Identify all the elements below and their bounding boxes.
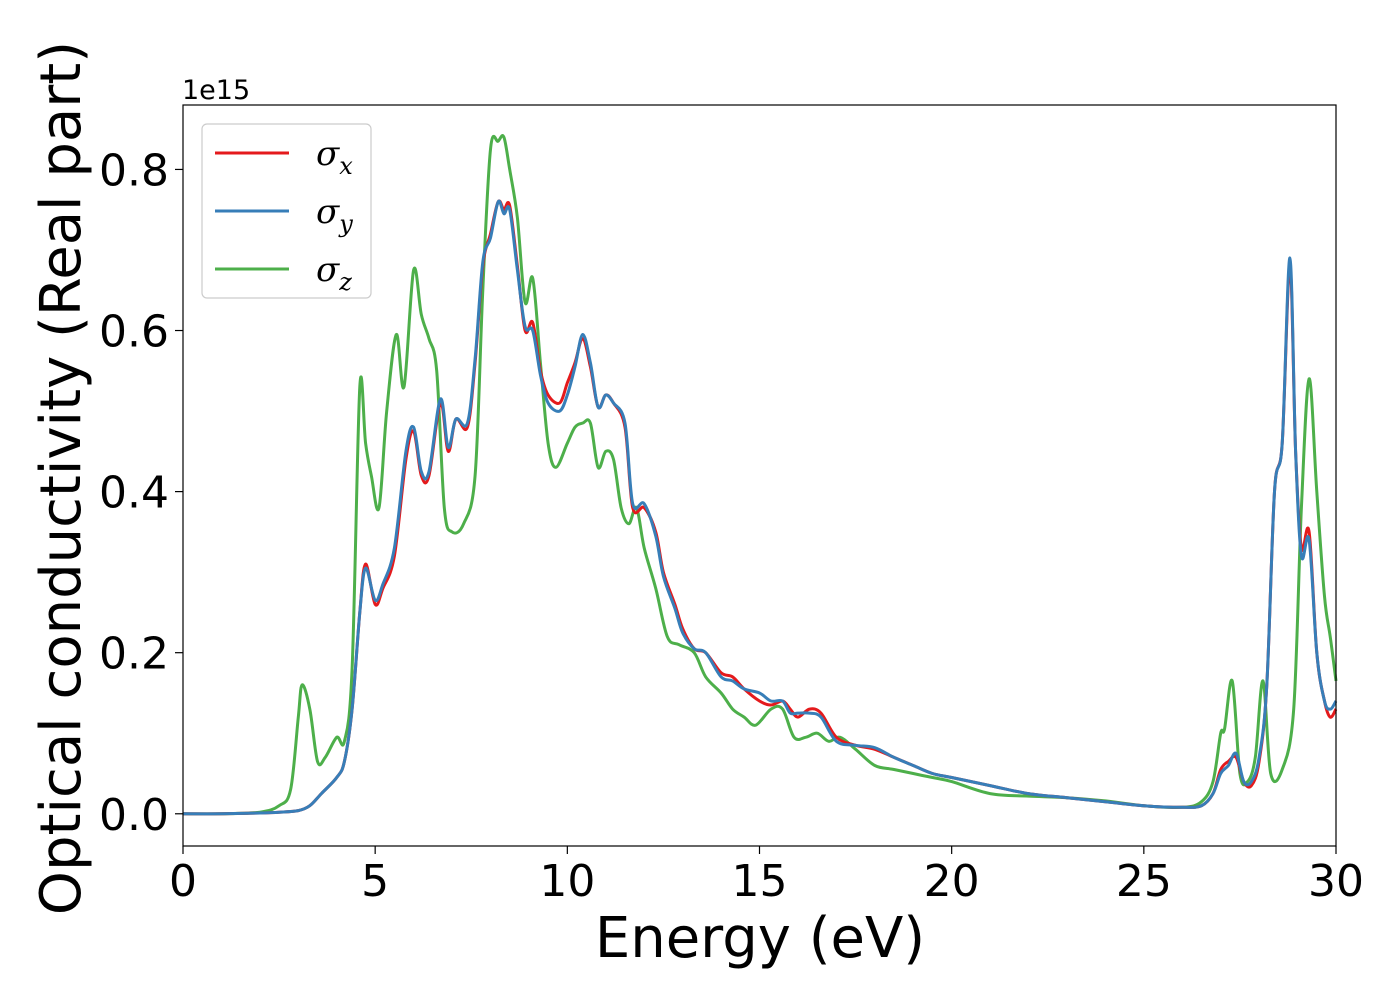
y-tick-label: 0.8 [99,145,169,196]
x-axis-ticks: 0 5 10 15 20 25 30 [169,846,1364,907]
x-tick-label: 25 [1116,856,1172,907]
x-axis-title: Energy (eV) [595,906,925,971]
x-tick-label: 0 [169,856,197,907]
y-tick-label: 0.6 [99,307,169,358]
series-line-y [182,199,1338,816]
legend-label-x: σx [316,134,353,180]
y-tick-label: 0.2 [99,629,169,680]
y-offset-label: 1e15 [182,75,250,106]
legend: σx σy σz [201,123,372,299]
y-tick-label: 0.0 [99,790,169,841]
x-tick-label: 20 [924,856,980,907]
x-tick-label: 15 [732,856,788,907]
y-tick-label: 0.4 [99,468,169,519]
plot-frame [182,104,1337,847]
x-tick-label: 10 [539,856,595,907]
legend-label-y: σy [316,192,353,238]
y-axis-ticks: 0.0 0.2 0.4 0.6 0.8 [99,145,183,841]
x-tick-label: 30 [1308,856,1364,907]
plot-lines [182,134,1338,816]
series-line-z [182,134,1338,816]
legend-label-z: σz [316,250,352,296]
y-axis-title: Optical conductivity (Real part) [29,41,94,915]
x-tick-label: 5 [361,856,389,907]
